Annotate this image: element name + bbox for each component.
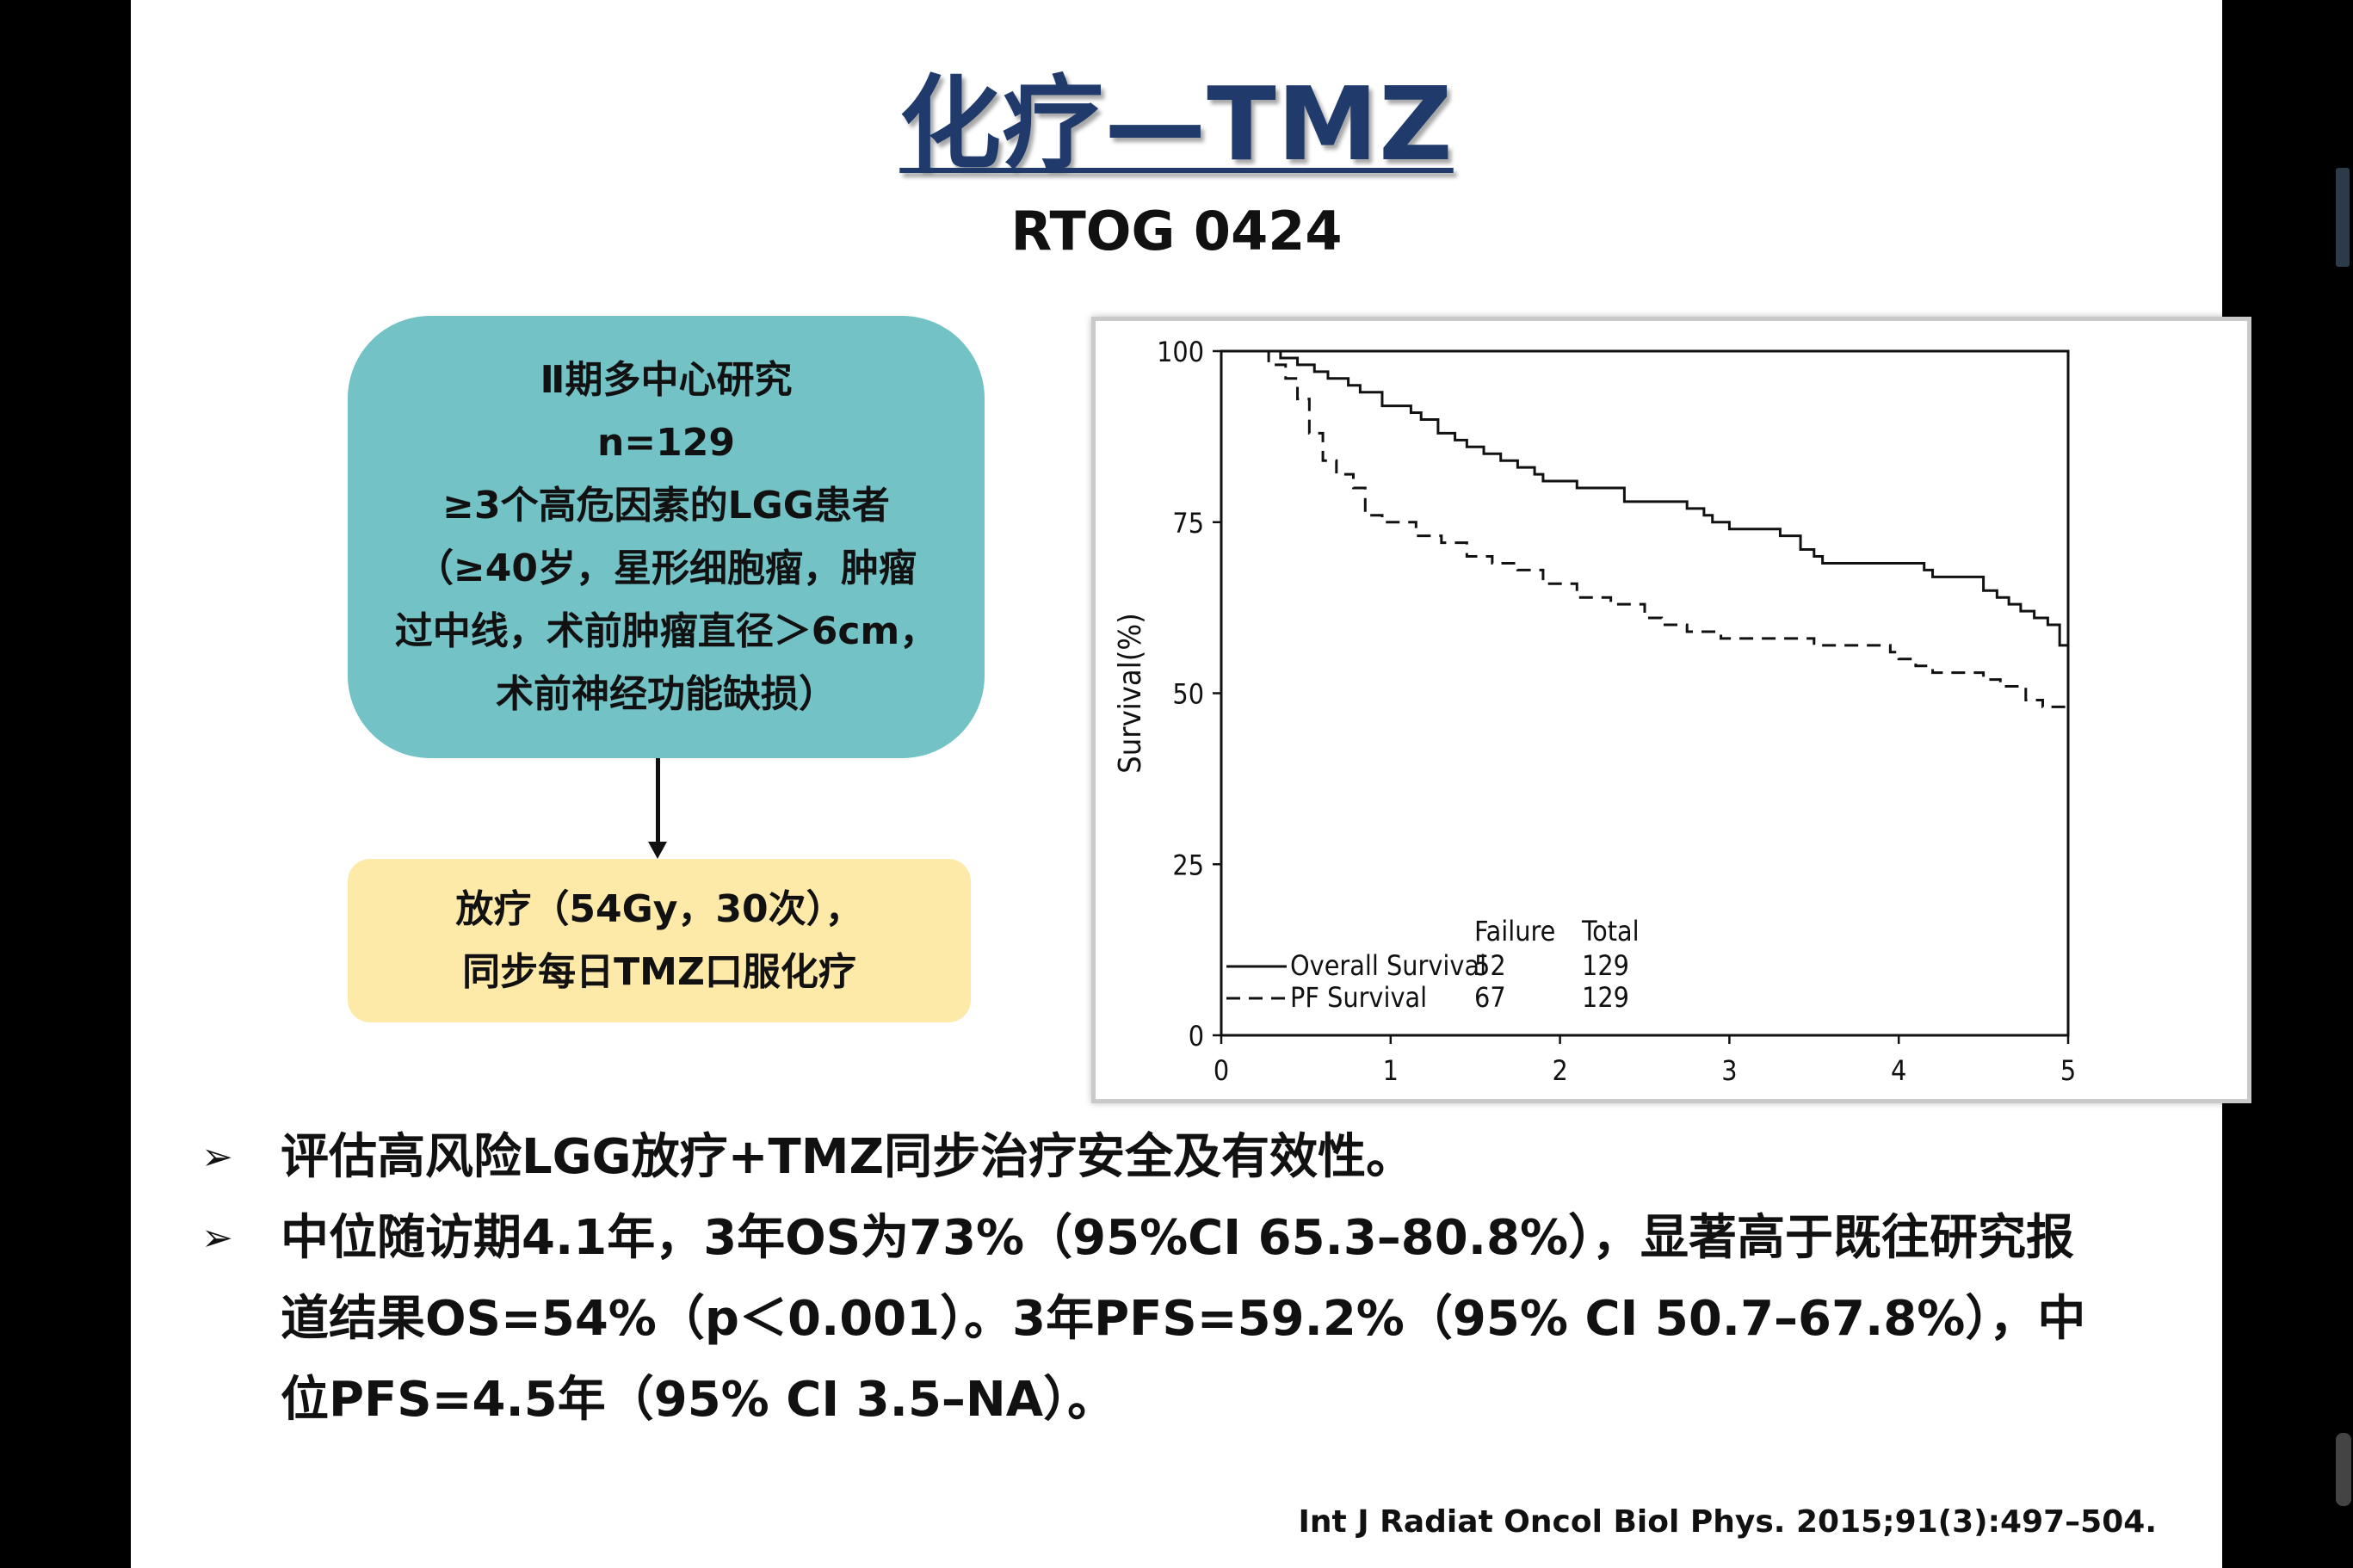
treatment-line: 同步每日TMZ口服化疗 bbox=[462, 950, 856, 994]
flow-arrow-head-icon bbox=[648, 842, 667, 859]
legend-entry-total: 129 bbox=[1582, 949, 1629, 982]
slide: 化疗—TMZ RTOG 0424 Ⅱ期多中心研究 n=129 ≥3个高危因素的L… bbox=[131, 0, 2251, 1568]
x-tick-label: 5 bbox=[2060, 1054, 2076, 1087]
legend-entry-failure: 52 bbox=[1474, 949, 1506, 982]
bullet-arrow-icon: ➢ bbox=[201, 1135, 233, 1179]
treatment-box: 放疗（54Gy，30次）， 同步每日TMZ口服化疗 bbox=[348, 859, 971, 1022]
x-tick-label: 1 bbox=[1383, 1054, 1399, 1087]
overall-survival-line bbox=[1221, 349, 2068, 647]
x-tick-label: 0 bbox=[1214, 1054, 1229, 1087]
bullet-continuation: 道结果OS=54%（p＜0.001）。3年PFS=59.2%（95% CI 50… bbox=[201, 1279, 2181, 1360]
legend-header-total: Total bbox=[1581, 915, 1640, 948]
study-design-box: Ⅱ期多中心研究 n=129 ≥3个高危因素的LGG患者 （≥40岁，星形细胞瘤，… bbox=[348, 316, 985, 758]
study-design-line: ≥3个高危因素的LGG患者 bbox=[442, 484, 890, 528]
study-design-line: Ⅱ期多中心研究 bbox=[540, 358, 793, 402]
bullet-text: 位PFS=4.5年（95% CI 3.5–NA）。 bbox=[281, 1372, 1116, 1428]
y-tick-label: 50 bbox=[1172, 678, 1204, 711]
y-tick-label: 75 bbox=[1172, 507, 1204, 540]
study-design-line: （≥40岁，星形细胞瘤，肿瘤 bbox=[415, 546, 917, 590]
survival-chart: 0 25 50 75 100 0 1 2 3 4 5 Survival(%) Failure Total O… bbox=[1113, 336, 2076, 1087]
y-tick-label: 100 bbox=[1157, 336, 1204, 368]
bullet-text: 中位随访期4.1年，3年OS为73%（95%CI 65.3–80.8%），显著高… bbox=[281, 1210, 2075, 1266]
slide-subtitle: RTOG 0424 bbox=[1010, 200, 1343, 262]
treatment-line: 放疗（54Gy，30次）， bbox=[455, 887, 863, 931]
bullet-text: 道结果OS=54%（p＜0.001）。3年PFS=59.2%（95% CI 50… bbox=[281, 1291, 2086, 1347]
bullet-continuation: 位PFS=4.5年（95% CI 3.5–NA）。 bbox=[201, 1360, 2181, 1441]
legend-entry-total: 129 bbox=[1582, 981, 1629, 1014]
bullet-list: ➢ 评估高风险LGG放疗+TMZ同步治疗安全及有效性。 ➢ 中位随访期4.1年，… bbox=[201, 1117, 2181, 1441]
legend-header-failure: Failure bbox=[1474, 915, 1555, 948]
scrollbar-thumb[interactable] bbox=[2336, 168, 2350, 267]
flow-arrow-line bbox=[656, 758, 660, 844]
study-design-line: 术前神经功能缺损） bbox=[496, 672, 837, 716]
x-tick-label: 3 bbox=[1721, 1054, 1737, 1087]
x-tick-label: 2 bbox=[1552, 1054, 1567, 1087]
x-tick-label: 4 bbox=[1891, 1054, 1906, 1087]
bullet-text: 评估高风险LGG放疗+TMZ同步治疗安全及有效性。 bbox=[281, 1129, 1415, 1185]
plot-area-border bbox=[1220, 349, 2070, 1037]
legend-entry-failure: 67 bbox=[1474, 981, 1506, 1014]
scrollbar-handle[interactable] bbox=[2336, 1433, 2351, 1506]
y-tick-label: 0 bbox=[1189, 1020, 1204, 1053]
legend-entry-name: PF Survival bbox=[1290, 981, 1427, 1014]
study-design-line: n=129 bbox=[596, 421, 736, 465]
bullet-arrow-icon: ➢ bbox=[201, 1216, 233, 1260]
slide-title: 化疗—TMZ bbox=[899, 65, 1454, 183]
citation: Int J Radiat Oncol Biol Phys. 2015;91(3)… bbox=[1298, 1504, 2157, 1540]
bullet-item: ➢ 中位随访期4.1年，3年OS为73%（95%CI 65.3–80.8%），显… bbox=[201, 1198, 2181, 1279]
study-design-line: 过中线，术前肿瘤直径＞6cm， bbox=[394, 609, 938, 653]
y-axis-label: Survival(%) bbox=[1113, 613, 1148, 774]
survival-chart-frame: 0 25 50 75 100 0 1 2 3 4 5 Survival(%) Failure Total O… bbox=[1091, 317, 2251, 1103]
bullet-item: ➢ 评估高风险LGG放疗+TMZ同步治疗安全及有效性。 bbox=[201, 1117, 2181, 1198]
y-tick-label: 25 bbox=[1172, 849, 1204, 881]
pf-survival-line bbox=[1221, 349, 2070, 728]
legend-entry-name: Overall Survival bbox=[1290, 949, 1486, 982]
